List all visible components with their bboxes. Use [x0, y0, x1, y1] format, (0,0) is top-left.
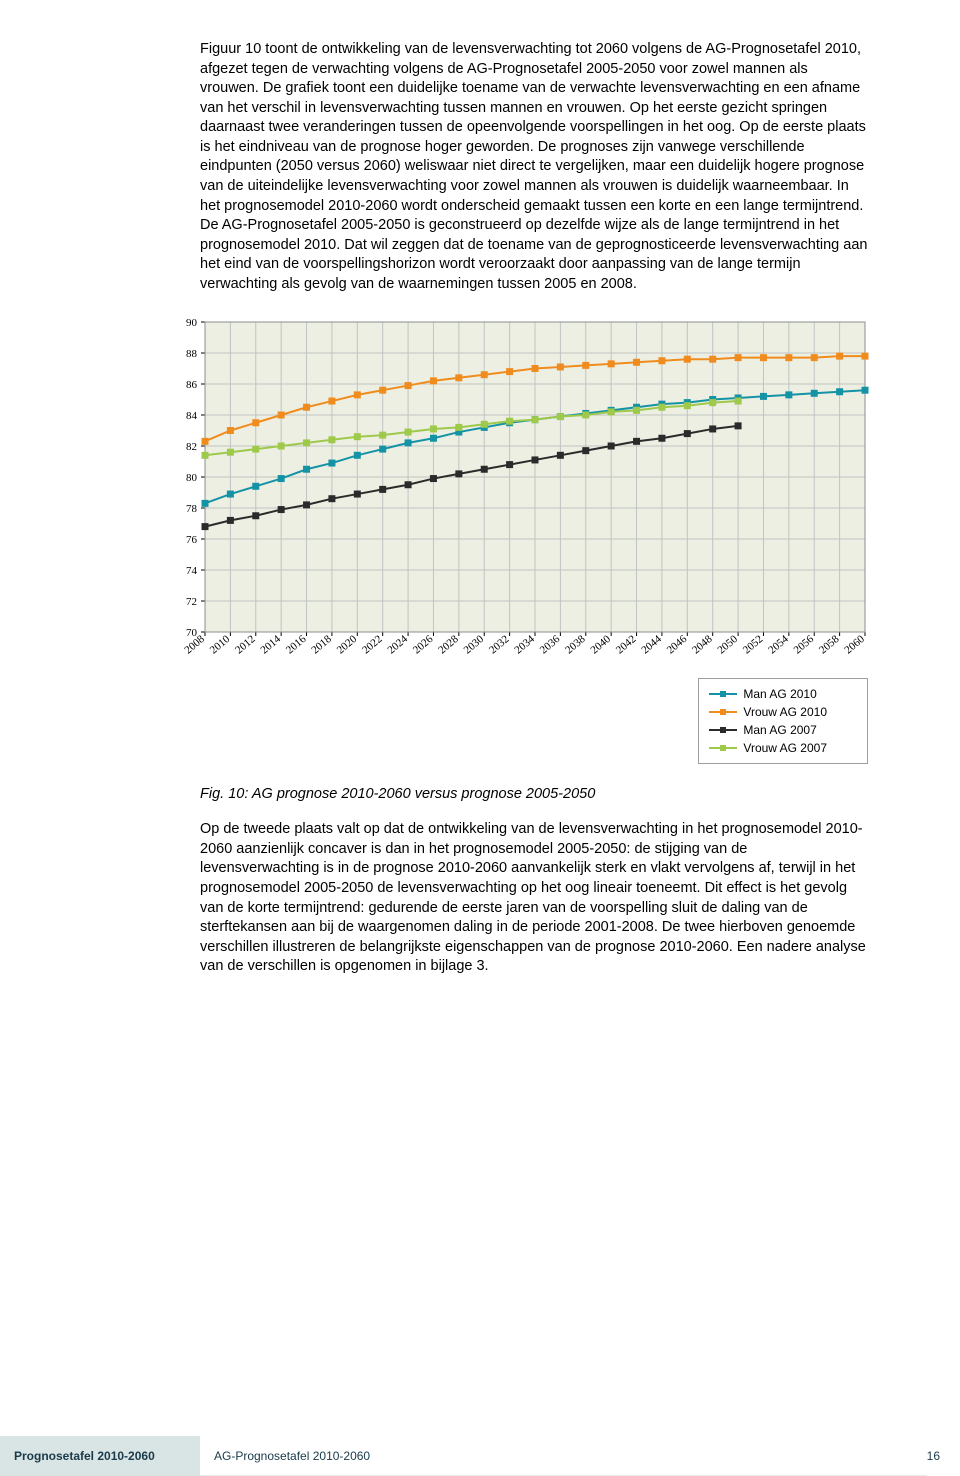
svg-text:2030: 2030	[462, 633, 487, 657]
page-footer: Prognosetafel 2010-2060 AG-Prognosetafel…	[0, 1436, 960, 1476]
svg-text:2050: 2050	[715, 633, 740, 657]
svg-text:2024: 2024	[385, 633, 410, 657]
svg-text:2042: 2042	[614, 633, 639, 656]
svg-text:2060: 2060	[842, 633, 867, 657]
svg-text:86: 86	[186, 379, 198, 391]
svg-text:74: 74	[186, 565, 198, 577]
svg-text:2052: 2052	[741, 633, 766, 656]
svg-text:2036: 2036	[538, 633, 563, 657]
legend-item: Vrouw AG 2010	[709, 703, 827, 721]
paragraph-2: Op de tweede plaats valt op dat de ontwi…	[200, 820, 870, 977]
svg-text:2012: 2012	[233, 633, 258, 656]
svg-text:2032: 2032	[487, 633, 512, 656]
svg-text:2028: 2028	[436, 633, 461, 657]
svg-text:2044: 2044	[639, 633, 664, 657]
svg-text:2048: 2048	[690, 633, 715, 657]
svg-text:82: 82	[186, 441, 197, 453]
svg-text:2010: 2010	[208, 633, 233, 657]
legend-label: Vrouw AG 2010	[743, 703, 827, 721]
svg-text:2056: 2056	[792, 633, 817, 657]
footer-page-number: 16	[927, 1436, 960, 1476]
legend-label: Vrouw AG 2007	[743, 739, 827, 757]
svg-text:2058: 2058	[817, 633, 842, 657]
svg-text:76: 76	[186, 534, 198, 546]
footer-doc-title: AG-Prognosetafel 2010-2060	[200, 1436, 927, 1476]
svg-text:2020: 2020	[335, 633, 360, 657]
legend-item: Vrouw AG 2007	[709, 739, 827, 757]
paragraph-1: Figuur 10 toont de ontwikkeling van de l…	[200, 40, 870, 294]
legend-label: Man AG 2007	[743, 721, 816, 739]
svg-text:2014: 2014	[259, 633, 284, 657]
chart-svg: 7072747678808284868890200820102012201420…	[160, 312, 880, 672]
footer-section-title: Prognosetafel 2010-2060	[0, 1436, 200, 1476]
figure-caption: Fig. 10: AG prognose 2010-2060 versus pr…	[200, 786, 870, 802]
chart-legend: Man AG 2010Vrouw AG 2010Man AG 2007Vrouw…	[698, 678, 868, 764]
svg-text:2018: 2018	[309, 633, 334, 657]
svg-text:90: 90	[186, 317, 198, 329]
svg-text:2026: 2026	[411, 633, 436, 657]
svg-text:72: 72	[186, 596, 197, 608]
svg-text:80: 80	[186, 472, 198, 484]
svg-text:88: 88	[186, 348, 198, 360]
legend-item: Man AG 2007	[709, 721, 827, 739]
legend-item: Man AG 2010	[709, 685, 827, 703]
svg-text:2016: 2016	[284, 633, 309, 657]
life-expectancy-chart: 7072747678808284868890200820102012201420…	[160, 312, 880, 764]
svg-text:2040: 2040	[589, 633, 614, 657]
svg-text:2034: 2034	[512, 633, 537, 657]
svg-text:84: 84	[186, 410, 198, 422]
legend-label: Man AG 2010	[743, 685, 816, 703]
svg-text:2022: 2022	[360, 633, 385, 656]
svg-text:2038: 2038	[563, 633, 588, 657]
svg-text:2054: 2054	[766, 633, 791, 657]
svg-text:2046: 2046	[665, 633, 690, 657]
svg-text:78: 78	[186, 503, 198, 515]
